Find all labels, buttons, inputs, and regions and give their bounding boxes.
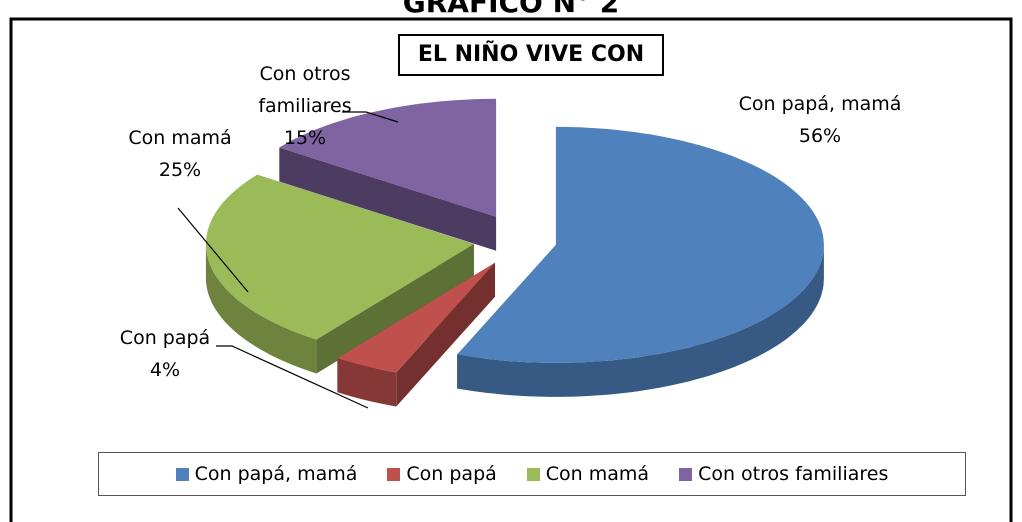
data-label: 4% xyxy=(149,359,181,381)
data-label: Con otros familiares xyxy=(258,63,352,117)
leader-line xyxy=(177,207,249,293)
legend-item: Con papá xyxy=(387,463,497,485)
slice-side xyxy=(337,358,397,407)
leader-line xyxy=(342,111,399,123)
data-label: Con mamá xyxy=(128,127,232,149)
data-label: Con papá xyxy=(119,327,211,349)
heading: GRAFICO N° 2 xyxy=(402,0,620,19)
legend-item: Con papá, mamá xyxy=(175,463,358,485)
data-label: 56% xyxy=(798,125,842,147)
legend-swatch xyxy=(387,467,401,481)
slice-wall xyxy=(316,244,474,374)
slice-side xyxy=(457,244,824,397)
leaders xyxy=(177,111,399,409)
slice xyxy=(279,98,497,217)
data-label: 25% xyxy=(158,159,202,181)
legend: Con papá, mamá Con papá Con mamá Con otros … xyxy=(98,452,966,496)
leader-line xyxy=(216,345,369,409)
chart-title: EL NIÑO VIVE CON xyxy=(398,34,664,76)
legend-swatch xyxy=(679,467,693,481)
slice-side xyxy=(205,244,317,374)
slice xyxy=(337,262,495,373)
legend-label: Con papá, mamá xyxy=(194,463,358,485)
tops xyxy=(205,98,824,373)
legend-label: Con otros familiares xyxy=(698,463,889,485)
legend-swatch xyxy=(175,467,189,481)
legend-item: Con otros familiares xyxy=(679,463,888,485)
data-label: Con papá, mamá xyxy=(738,93,902,115)
legend-item: Con mamá xyxy=(526,463,650,485)
legend-swatch xyxy=(526,467,540,481)
slice-wall xyxy=(279,147,497,251)
legend-label: Con mamá xyxy=(545,463,650,485)
slice xyxy=(205,174,474,340)
frame xyxy=(9,17,1013,522)
data-label: 15% xyxy=(283,127,327,149)
legend-label: Con papá xyxy=(406,463,497,485)
slice xyxy=(457,126,824,363)
